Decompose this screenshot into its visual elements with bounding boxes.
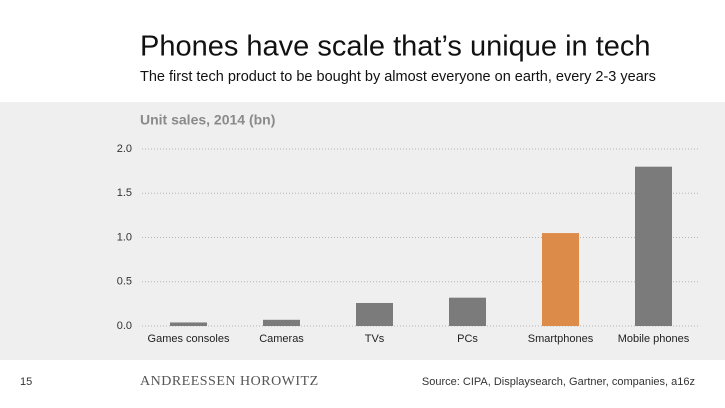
bar — [263, 319, 300, 326]
source: Source: CIPA, Displaysearch, Gartner, co… — [422, 376, 695, 388]
bar — [542, 233, 579, 326]
x-tick-label: PCs — [457, 333, 478, 345]
y-tick-label: 1.5 — [117, 187, 132, 199]
y-tick-label: 0.5 — [117, 276, 132, 288]
x-tick-label: Games consoles — [148, 333, 230, 345]
bar — [356, 302, 393, 326]
chart-subtitle: The first tech product to be bought by a… — [140, 69, 656, 85]
y-tick-label: 2.0 — [117, 143, 132, 155]
x-tick-label: Smartphones — [528, 333, 594, 345]
brand: ANDREESSEN HOROWITZ — [140, 374, 319, 389]
bar — [635, 166, 672, 326]
chart-title: Phones have scale that’s unique in tech — [140, 31, 651, 63]
x-tick-label: Cameras — [259, 333, 304, 345]
x-tick-label: Mobile phones — [618, 333, 690, 345]
y-tick-label: 1.0 — [117, 231, 132, 243]
page-number: 15 — [20, 376, 32, 388]
axis-label: Unit sales, 2014 (bn) — [140, 112, 275, 128]
bar — [170, 322, 207, 326]
x-tick-label: TVs — [365, 333, 385, 345]
bar — [449, 297, 486, 326]
y-tick-label: 0.0 — [117, 320, 132, 332]
